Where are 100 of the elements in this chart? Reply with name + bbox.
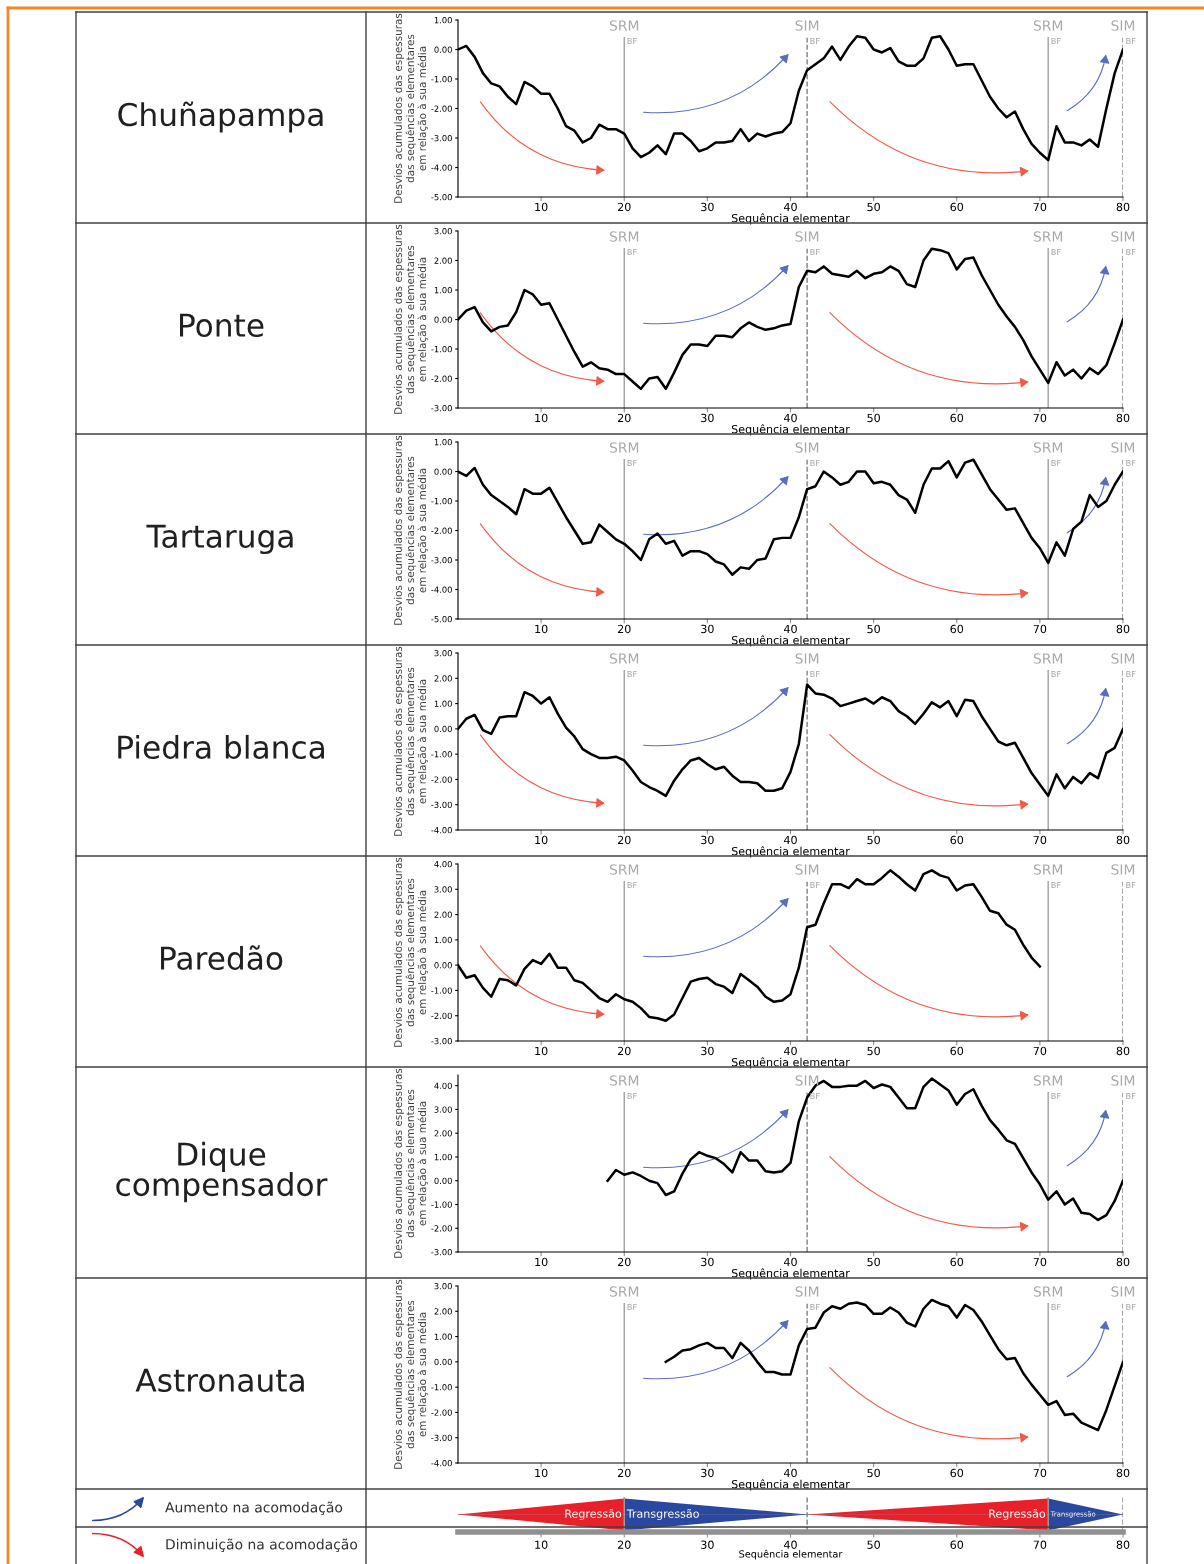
ref-line-label: SRM BF [1033, 20, 1063, 45]
x-axis-title: Sequência elementar [739, 1549, 843, 1560]
x-axis-title: Sequência elementar [731, 1268, 850, 1280]
x-tick-label: 60 [950, 202, 964, 212]
ref-line-label: SIM BF [795, 1075, 820, 1100]
ref-line-label: SIM BF [1111, 653, 1136, 678]
x-tick-label: 20 [617, 1046, 631, 1056]
x-tick-label: 40 [783, 1540, 797, 1549]
ref-line-label: SRM BF [609, 864, 639, 889]
x-tick-label: 60 [950, 835, 964, 845]
x-tick-label: 50 [867, 1540, 880, 1549]
y-tick-label: 2.00 [434, 675, 452, 682]
y-tick-label: -3.00 [431, 134, 452, 142]
x-tick-label: 50 [867, 1257, 880, 1267]
ref-line-label: SIM BF [795, 653, 820, 678]
y-tick-label: -1.00 [431, 1201, 452, 1208]
x-tick-label: 40 [783, 835, 797, 845]
text: Dique compensador [116, 1141, 328, 1203]
x-tick-label: 60 [950, 1257, 964, 1267]
x-tick-label: 40 [783, 1257, 797, 1267]
y-tick-label: 0.00 [434, 962, 452, 969]
x-tick-label: 80 [1116, 1046, 1130, 1056]
x-axis-title: Sequência elementar [731, 1479, 850, 1491]
ref-line-label: SRM BF [1033, 864, 1063, 889]
x-tick-label: 80 [1116, 1468, 1130, 1478]
x-tick-label: 80 [1116, 1540, 1130, 1549]
x-tick-label: 40 [783, 1468, 797, 1478]
x-tick-label: 40 [783, 624, 797, 634]
y-tick-label: 0.00 [434, 1358, 452, 1366]
x-tick-label: 30 [701, 1540, 714, 1549]
y-axis-title: Desvios acumulados das espessuras das sequências elementares em relação à sua média [393, 646, 428, 836]
x-tick-label: 30 [701, 413, 714, 423]
ref-line-label: SIM BF [795, 231, 820, 256]
x-tick-label: 50 [867, 835, 880, 845]
y-tick-label: -1.00 [431, 75, 452, 83]
ref-line-label: SRM BF [1033, 1286, 1063, 1311]
x-tick-label: 20 [617, 835, 631, 845]
y-tick-label: 0.00 [434, 725, 452, 733]
text: Piedra blanca [118, 734, 324, 760]
y-tick-label: -5.00 [431, 193, 452, 201]
x-tick-label: 60 [950, 624, 964, 634]
x-tick-label: 10 [535, 202, 548, 212]
y-tick-label: 3.00 [434, 227, 452, 235]
ref-line-label: SIM BF [795, 1286, 820, 1311]
x-tick-label: 20 [617, 1257, 631, 1267]
y-tick-label: 2.00 [434, 257, 452, 264]
x-tick-label: 70 [1033, 1468, 1047, 1478]
x-tick-label: 80 [1116, 1257, 1130, 1267]
y-tick-label: 1.00 [434, 700, 452, 707]
y-tick-label: 3.00 [434, 649, 452, 657]
x-tick-label: 50 [867, 413, 880, 423]
ref-line-label: SIM BF [795, 442, 820, 467]
y-tick-label: 0.00 [434, 46, 452, 53]
y-tick-label: 2.00 [434, 911, 452, 918]
y-tick-label: 3.00 [434, 1106, 452, 1113]
x-tick-label: 80 [1116, 835, 1130, 845]
y-tick-label: -2.00 [431, 1225, 452, 1232]
y-tick-label: -1.00 [431, 751, 452, 758]
y-tick-label: 1.00 [434, 1333, 452, 1340]
ref-line-label: SRM BF [1033, 1075, 1063, 1100]
x-tick-label: 60 [950, 413, 964, 423]
y-tick-label: 2.00 [434, 1308, 452, 1315]
x-tick-label: 10 [535, 413, 548, 423]
y-tick-label: -3.00 [431, 1248, 452, 1256]
text: Paredão [161, 945, 283, 971]
y-tick-label: -3.00 [431, 404, 452, 412]
y-tick-label: 4.00 [434, 1082, 452, 1089]
y-axis-title: Desvios acumulados das espessuras das sequências elementares em relação à sua média [393, 224, 428, 414]
text: Aumento na acomodação [165, 1501, 343, 1516]
x-tick-label: 70 [1033, 202, 1047, 212]
y-tick-label: -4.00 [431, 1459, 452, 1467]
y-tick-label: -2.00 [431, 375, 452, 382]
x-tick-label: 70 [1033, 1540, 1047, 1549]
ref-line-label: SRM BF [609, 231, 639, 256]
y-tick-label: -2.00 [431, 527, 452, 534]
ref-line-label: SRM BF [609, 1075, 639, 1100]
x-tick-label: 50 [867, 624, 880, 634]
x-axis-title: Sequência elementar [731, 424, 850, 436]
text: Chuñapampa [118, 101, 323, 133]
ref-line-label: SIM BF [1111, 864, 1136, 889]
y-tick-label: 0.00 [434, 468, 452, 475]
ref-line-label: SIM BF [1111, 20, 1136, 45]
y-tick-label: 1.00 [434, 936, 452, 944]
x-tick-label: 50 [867, 202, 880, 212]
x-tick-label: 20 [617, 202, 631, 212]
text: Ponte [180, 313, 264, 338]
y-axis-title: Desvios acumulados das espessuras das sequências elementares em relação à sua média [393, 435, 428, 625]
x-tick-label: 10 [535, 1257, 548, 1267]
y-tick-label: -3.00 [431, 1434, 452, 1441]
series-label: Regressão [565, 1509, 622, 1520]
x-tick-label: 40 [783, 202, 797, 212]
x-tick-label: 10 [535, 1046, 548, 1056]
ref-line-label: SIM BF [795, 864, 820, 889]
y-axis-title: Desvios acumulados das espessuras das sequências elementares em relação à sua média [393, 857, 428, 1047]
x-tick-label: 20 [617, 1468, 631, 1478]
y-tick-label: -3.00 [431, 801, 452, 808]
x-tick-label: 30 [701, 624, 714, 634]
x-tick-label: 70 [1033, 1046, 1047, 1056]
y-tick-label: -4.00 [431, 826, 452, 834]
x-axis-title: Sequência elementar [731, 635, 850, 647]
